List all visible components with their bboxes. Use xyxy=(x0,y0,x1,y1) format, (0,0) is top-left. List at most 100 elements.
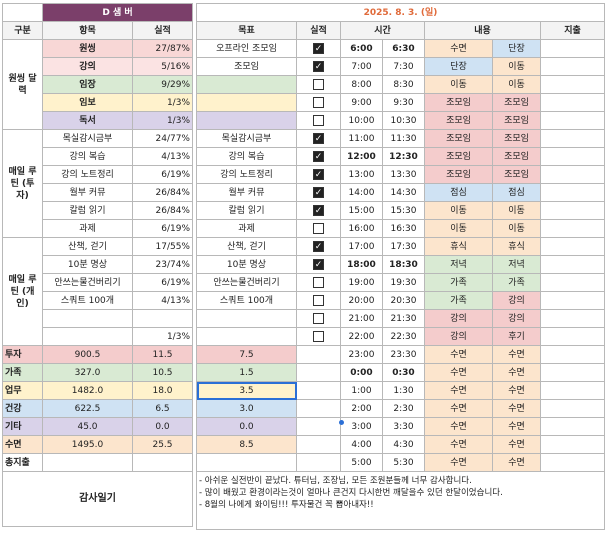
expense-cell[interactable] xyxy=(540,309,605,328)
expense-cell[interactable] xyxy=(540,219,605,238)
content-first-half[interactable]: 단장 xyxy=(424,57,493,76)
content-second-half[interactable]: 이동 xyxy=(492,219,541,238)
content-second-half[interactable]: 강의 xyxy=(492,309,541,328)
time-start[interactable]: 9:00 xyxy=(340,93,383,112)
summary-value-day[interactable]: 25.5 xyxy=(132,435,193,454)
content-first-half[interactable]: 휴식 xyxy=(424,237,493,256)
time-start[interactable]: 16:00 xyxy=(340,219,383,238)
checkbox-unchecked[interactable] xyxy=(313,114,324,126)
content-first-half[interactable]: 강의 xyxy=(424,309,493,328)
content-first-half[interactable]: 가족 xyxy=(424,273,493,292)
summary-value-total[interactable]: 45.0 xyxy=(42,417,133,436)
time-start[interactable]: 14:00 xyxy=(340,183,383,202)
time-start[interactable]: 11:00 xyxy=(340,129,383,148)
content-second-half[interactable]: 단장 xyxy=(492,39,541,58)
content-second-half[interactable]: 가족 xyxy=(492,273,541,292)
content-first-half[interactable]: 점심 xyxy=(424,183,493,202)
time-start[interactable]: 22:00 xyxy=(340,327,383,346)
time-end[interactable]: 6:30 xyxy=(382,39,425,58)
item-name[interactable] xyxy=(42,309,133,328)
gratitude-memo[interactable]: - 아쉬운 실전반이 끝났다. 튜터님, 조장님, 모든 조원분들께 너무 감사… xyxy=(196,471,605,530)
goal-cell[interactable]: 칼럼 읽기 xyxy=(196,201,297,220)
item-name[interactable]: 스쿼트 100개 xyxy=(42,291,133,310)
item-name[interactable]: 월부 커뮤 xyxy=(42,183,133,202)
goal-cell[interactable]: 강의 복습 xyxy=(196,147,297,166)
time-end[interactable]: 11:30 xyxy=(382,129,425,148)
time-start[interactable]: 7:00 xyxy=(340,57,383,76)
content-second-half[interactable]: 조모임 xyxy=(492,93,541,112)
goal-cell[interactable]: 과제 xyxy=(196,219,297,238)
expense-cell[interactable] xyxy=(540,399,605,418)
goal-cell[interactable]: 스쿼트 100개 xyxy=(196,291,297,310)
checkbox-unchecked[interactable] xyxy=(313,312,324,324)
time-end[interactable]: 8:30 xyxy=(382,75,425,94)
content-first-half[interactable]: 수면 xyxy=(424,381,493,400)
item-result[interactable]: 26/84% xyxy=(132,183,193,202)
goal-cell[interactable]: 산책, 걷기 xyxy=(196,237,297,256)
selection-handle[interactable] xyxy=(339,420,344,425)
content-first-half[interactable]: 수면 xyxy=(424,453,493,472)
time-end[interactable]: 10:30 xyxy=(382,111,425,130)
time-end[interactable]: 23:30 xyxy=(382,345,425,364)
goal-cell[interactable]: 1.5 xyxy=(196,363,297,382)
goal-cell[interactable]: 강의 노트정리 xyxy=(196,165,297,184)
checkbox-unchecked[interactable] xyxy=(313,330,324,342)
goal-cell[interactable]: 목실감시금부 xyxy=(196,129,297,148)
content-first-half[interactable]: 이동 xyxy=(424,219,493,238)
expense-cell[interactable] xyxy=(540,453,605,472)
summary-value-total[interactable]: 327.0 xyxy=(42,363,133,382)
summary-value-total[interactable] xyxy=(42,453,133,472)
content-first-half[interactable]: 수면 xyxy=(424,345,493,364)
time-start[interactable]: 4:00 xyxy=(340,435,383,454)
content-first-half[interactable]: 이동 xyxy=(424,201,493,220)
item-result[interactable]: 6/19% xyxy=(132,219,193,238)
item-name[interactable]: 임보 xyxy=(42,93,133,112)
time-end[interactable]: 0:30 xyxy=(382,363,425,382)
checkbox-checked[interactable]: ✓ xyxy=(313,258,324,270)
item-name[interactable]: 강의 복습 xyxy=(42,147,133,166)
time-end[interactable]: 13:30 xyxy=(382,165,425,184)
expense-cell[interactable] xyxy=(540,183,605,202)
content-first-half[interactable]: 조모임 xyxy=(424,93,493,112)
goal-cell[interactable]: 조모임 xyxy=(196,57,297,76)
checkbox-checked[interactable]: ✓ xyxy=(313,132,324,144)
content-second-half[interactable]: 조모임 xyxy=(492,165,541,184)
item-result[interactable]: 4/13% xyxy=(132,291,193,310)
item-name[interactable]: 칼럼 읽기 xyxy=(42,201,133,220)
time-end[interactable]: 16:30 xyxy=(382,219,425,238)
content-second-half[interactable]: 조모임 xyxy=(492,147,541,166)
content-first-half[interactable]: 수면 xyxy=(424,39,493,58)
time-start[interactable]: 17:00 xyxy=(340,237,383,256)
summary-value-day[interactable]: 0.0 xyxy=(132,417,193,436)
item-name[interactable]: 안쓰는물건버리기 xyxy=(42,273,133,292)
content-first-half[interactable]: 조모임 xyxy=(424,165,493,184)
content-second-half[interactable]: 수면 xyxy=(492,363,541,382)
time-end[interactable]: 3:30 xyxy=(382,417,425,436)
content-first-half[interactable]: 저녁 xyxy=(424,255,493,274)
summary-value-day[interactable]: 18.0 xyxy=(132,381,193,400)
item-result[interactable]: 1/3% xyxy=(132,93,193,112)
checkbox-checked[interactable]: ✓ xyxy=(313,168,324,180)
content-second-half[interactable]: 수면 xyxy=(492,345,541,364)
item-name[interactable]: 강의 노트정리 xyxy=(42,165,133,184)
item-result[interactable]: 24/77% xyxy=(132,129,193,148)
checkbox-unchecked[interactable] xyxy=(313,294,324,306)
item-name[interactable]: 10분 명상 xyxy=(42,255,133,274)
item-result[interactable]: 5/16% xyxy=(132,57,193,76)
content-second-half[interactable]: 이동 xyxy=(492,201,541,220)
goal-cell[interactable]: 3.5 xyxy=(196,381,297,400)
expense-cell[interactable] xyxy=(540,327,605,346)
content-second-half[interactable]: 저녁 xyxy=(492,255,541,274)
time-start[interactable]: 21:00 xyxy=(340,309,383,328)
checkbox-unchecked[interactable] xyxy=(313,78,324,90)
time-start[interactable]: 12:00 xyxy=(340,147,383,166)
checkbox-checked[interactable]: ✓ xyxy=(313,204,324,216)
goal-cell[interactable] xyxy=(196,93,297,112)
checkbox-unchecked[interactable] xyxy=(313,96,324,108)
expense-cell[interactable] xyxy=(540,255,605,274)
checkbox-checked[interactable]: ✓ xyxy=(313,60,324,72)
item-result[interactable]: 1/3% xyxy=(132,111,193,130)
goal-cell[interactable] xyxy=(196,309,297,328)
item-result[interactable]: 4/13% xyxy=(132,147,193,166)
summary-value-total[interactable]: 1482.0 xyxy=(42,381,133,400)
